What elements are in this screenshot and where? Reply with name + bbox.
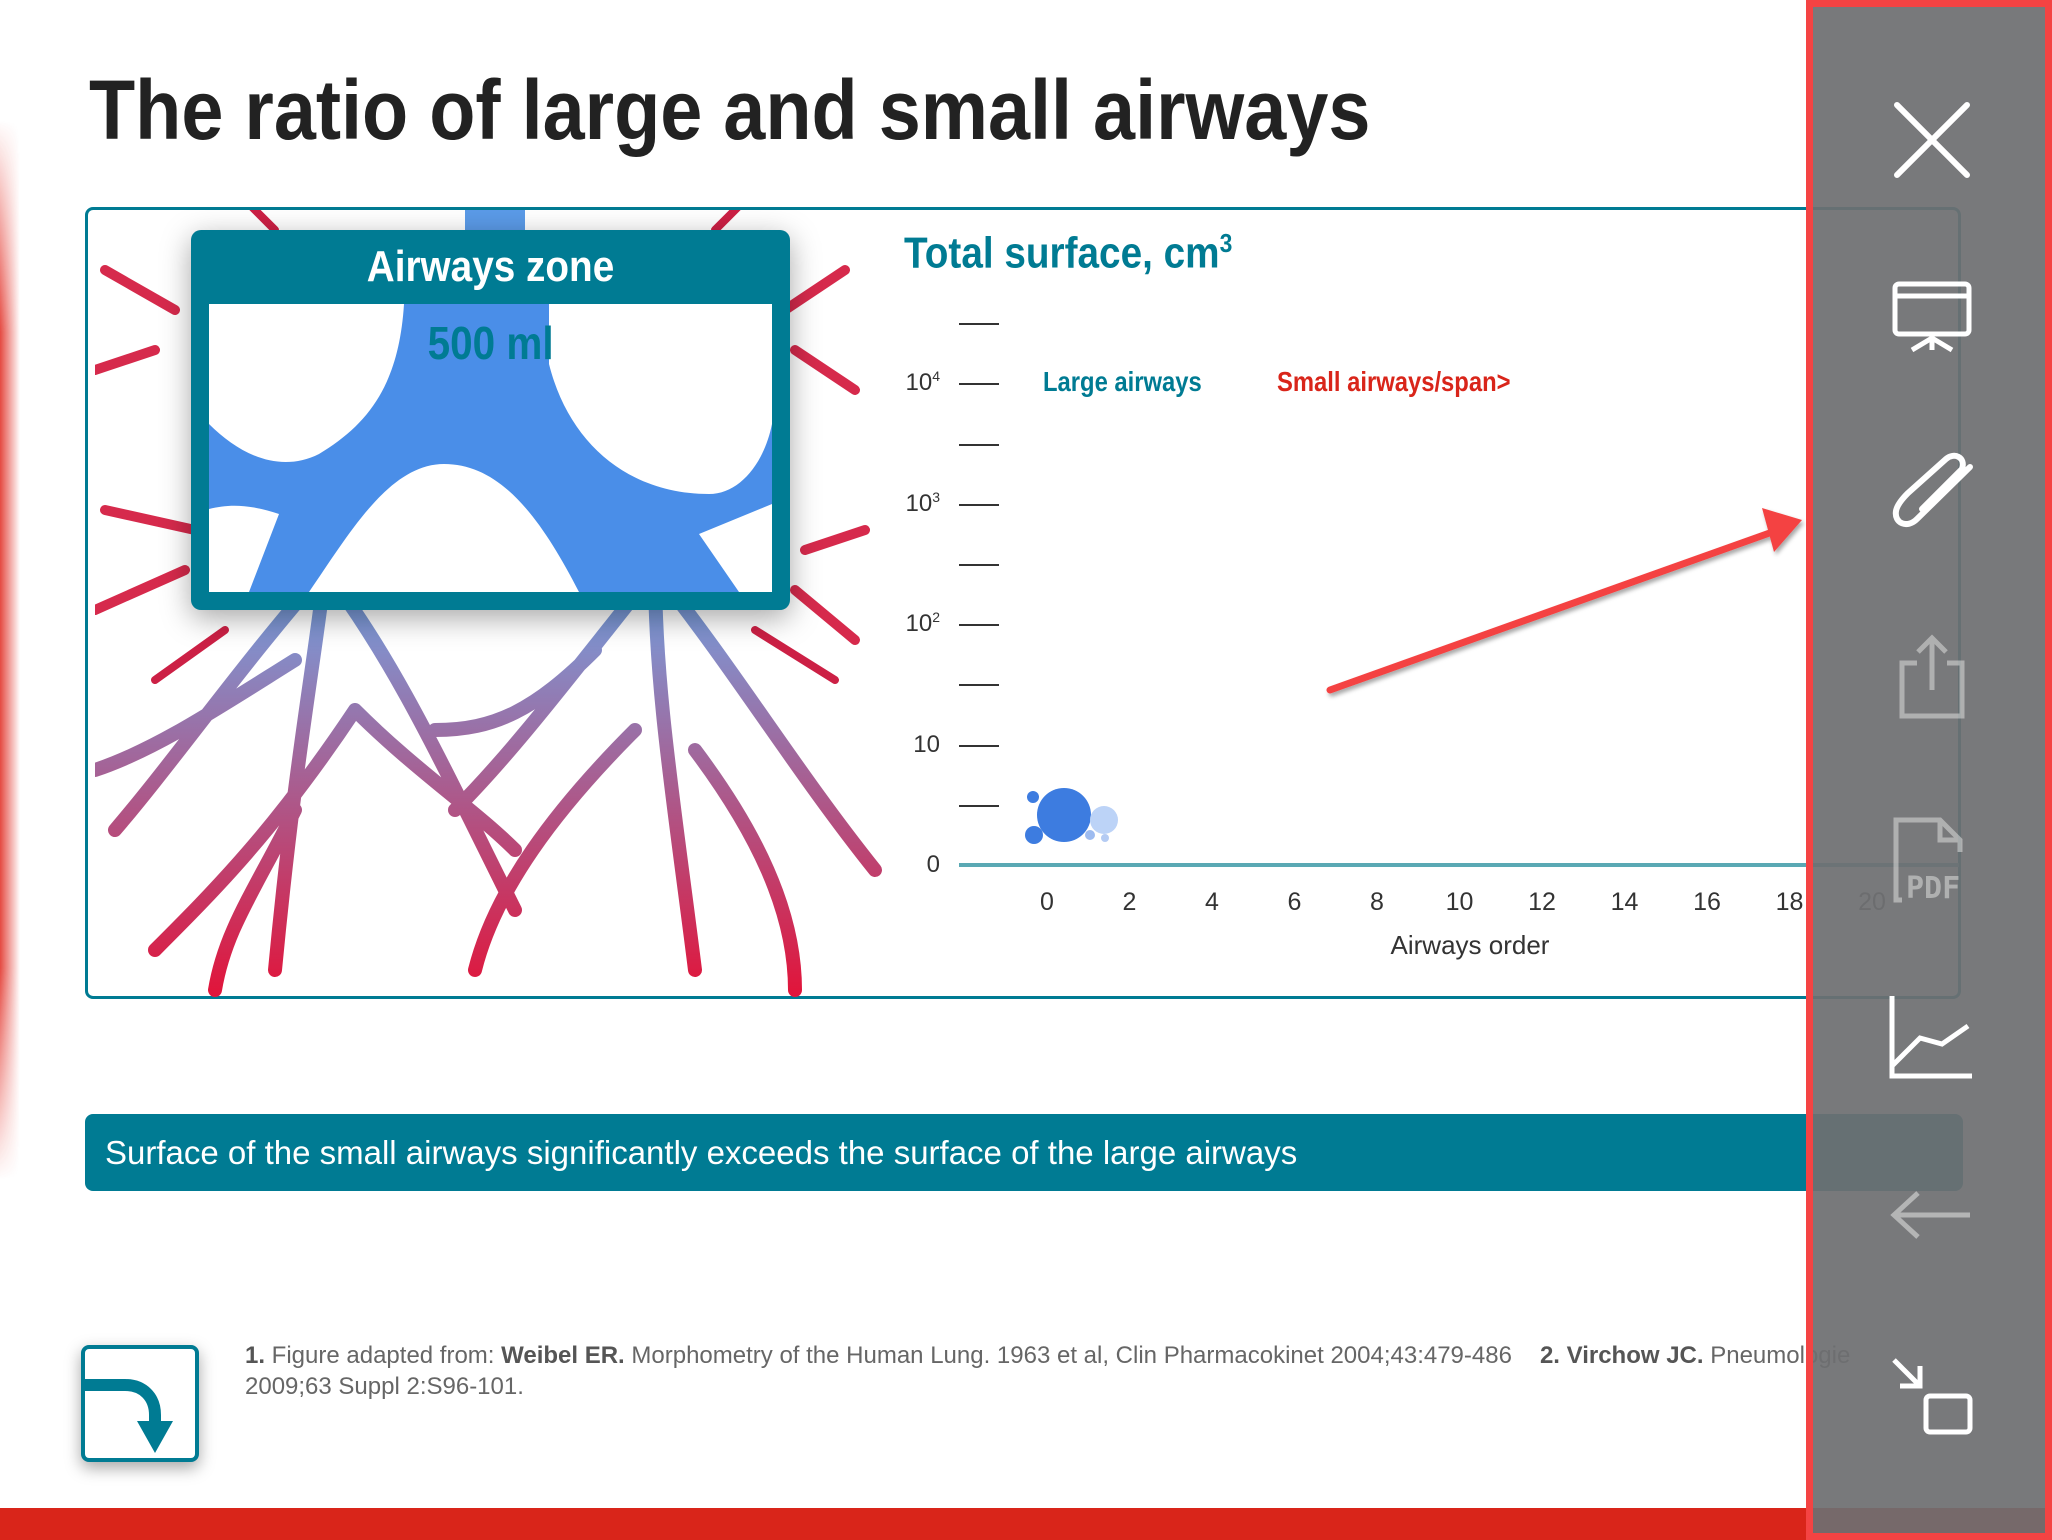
x-tick-label: 4 [1205,888,1219,916]
bubble [1101,834,1109,842]
key-message-banner: Surface of the small airways significant… [85,1114,1963,1191]
x-tick-label: 0 [1040,888,1054,916]
chart-title-sup: 3 [1219,228,1233,258]
bottom-brand-bar [0,1508,2052,1540]
chart-title: Total surface, cm3 [904,228,1232,279]
y-tick [959,564,999,566]
bubble [1085,830,1095,840]
y-tick [959,444,999,446]
y-tick-base: 10 [905,490,933,517]
close-icon[interactable] [1882,90,1982,190]
minimize-icon[interactable] [1882,1348,1982,1448]
reference-line-2: 2009;63 Suppl 2:S96-101. [245,1373,524,1400]
ref-1-text: Figure adapted from: [265,1342,502,1369]
y-tick-label: 103 [860,489,941,518]
chart-title-text: Total surface, cm [904,228,1220,278]
large-airways-bubbles [1025,788,1118,844]
y-tick-base: 10 [913,731,940,758]
x-tick-label: 8 [1370,888,1384,916]
bubble [1090,806,1118,834]
reference-line-1: 1. Figure adapted from: Weibel ER. Morph… [245,1340,1850,1371]
ref-1-number: 1. [245,1342,266,1369]
y-tick-base: 10 [905,610,933,637]
presentation-icon[interactable] [1882,264,1982,364]
pdf-icon[interactable]: PDF [1882,810,1982,910]
y-tick [959,745,999,747]
y-tick [959,684,999,686]
y-tick-exponent: 2 [932,609,940,625]
y-tick [959,805,999,807]
x-axis-title: Airways order [1390,930,1550,960]
references-footnote: 1. Figure adapted from: Weibel ER. Morph… [245,1340,1850,1402]
left-edge-decoration [0,120,20,1180]
bubble [1027,791,1039,803]
airways-zone-title: Airways zone [366,242,615,291]
y-tick [959,504,999,506]
airways-zone-image: 500 ml [209,304,772,592]
chart-icon[interactable] [1882,988,1982,1088]
turn-down-arrow-icon [85,1379,173,1453]
airways-zone-volume: 500 ml [427,317,554,369]
y-tick [959,323,999,325]
page-title: The ratio of large and small airways [89,63,1371,157]
legend-small-airways: Small airways/span> [1277,366,1511,397]
annotation-arrow [1326,508,1802,694]
y-tick-exponent: 3 [932,489,940,505]
y-tick [959,624,999,626]
x-tick-label: 18 [1775,888,1804,916]
x-tick-label: 16 [1693,888,1721,916]
back-arrow-icon[interactable] [1882,1165,1982,1265]
x-axis-line [959,863,1959,867]
y-tick-label: 104 [860,368,941,397]
ref-1-author: Weibel ER. [501,1342,625,1369]
next-slide-button[interactable] [81,1345,199,1462]
sidebar-toolbar [1806,0,2052,1540]
y-tick-label: 102 [860,609,941,638]
x-tick-label: 12 [1528,888,1556,916]
pdf-label: PDF [1906,871,1960,906]
y-tick [959,383,999,385]
x-tick-label: 6 [1287,888,1302,916]
legend-large-airways: Large airways [1043,366,1202,397]
y-tick-base: 10 [905,369,933,396]
x-tick-label: 10 [1445,888,1474,916]
bubble [1037,788,1091,842]
x-tick-label: 2 [1122,888,1137,916]
y-tick-label: 0 [860,850,940,879]
x-tick-label: 14 [1610,888,1639,916]
ref-1-source: Morphometry of the Human Lung. 1963 et a… [624,1342,1512,1369]
ref-2-author: 2. Virchow JC. [1539,1342,1704,1369]
share-icon[interactable] [1882,628,1982,728]
y-tick-exponent: 4 [932,368,940,384]
y-tick-label: 10 [860,730,940,759]
y-tick-base: 0 [926,851,940,878]
paperclip-icon[interactable] [1882,447,1982,547]
airways-zone-callout: Airways zone 500 ml [191,230,790,610]
bubble [1025,826,1043,844]
